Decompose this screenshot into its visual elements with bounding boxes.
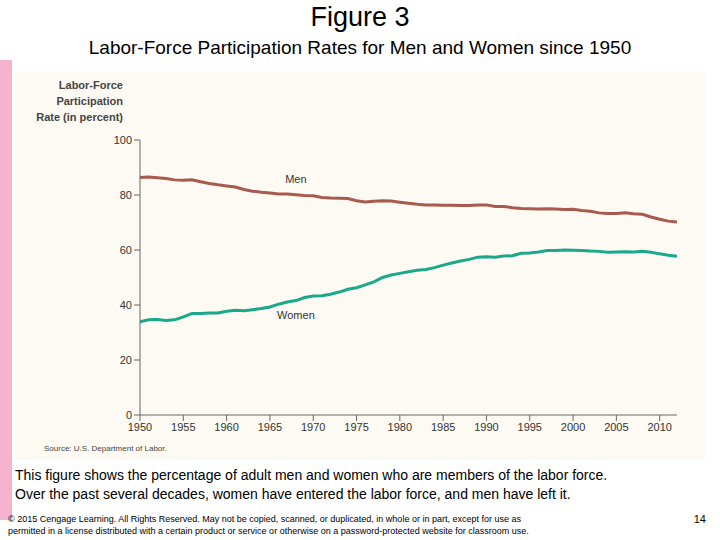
svg-text:60: 60 [120,244,132,256]
html-text:Source: U.S. Department of Lab: Source: U.S. Department of Labor. [44,444,167,453]
svg-text:20: 20 [120,354,132,366]
svg-text:0: 0 [126,409,132,421]
svg-text:1955: 1955 [171,421,195,433]
html-text:14: 14 [693,513,706,525]
svg-text:2000: 2000 [561,421,585,433]
svg-text:1985: 1985 [431,421,455,433]
svg-text:2005: 2005 [604,421,628,433]
html-text:permitted in a license distrib: permitted in a license distributed with … [8,526,529,536]
svg-text:Men: Men [285,173,306,185]
svg-text:1950: 1950 [128,421,152,433]
svg-text:100: 100 [114,134,132,146]
html-text:Labor-Force Participation Rate: Labor-Force Participation Rates for Men … [88,37,632,58]
html-text:Rate (in percent): Rate (in percent) [36,111,123,123]
svg-text:1970: 1970 [301,421,325,433]
svg-text:1965: 1965 [258,421,282,433]
html-text:This figure shows the percenta: This figure shows the percentage of adul… [15,467,608,483]
html-text:Labor-Force: Labor-Force [58,79,123,91]
html-text:Figure 3: Figure 3 [310,2,410,32]
html-text:Over the past several decades,: Over the past several decades, women hav… [15,486,571,502]
svg-text:Women: Women [277,309,315,321]
html-text:© 2015 Cengage Learning. All R: © 2015 Cengage Learning. All Rights Rese… [8,514,521,524]
svg-text:2010: 2010 [647,421,671,433]
svg-text:1990: 1990 [474,421,498,433]
svg-text:1995: 1995 [518,421,542,433]
html-text:Participation: Participation [56,95,123,107]
svg-text:1960: 1960 [214,421,238,433]
svg-text:80: 80 [120,189,132,201]
svg-text:1980: 1980 [388,421,412,433]
svg-text:40: 40 [120,299,132,311]
svg-text:1975: 1975 [344,421,368,433]
